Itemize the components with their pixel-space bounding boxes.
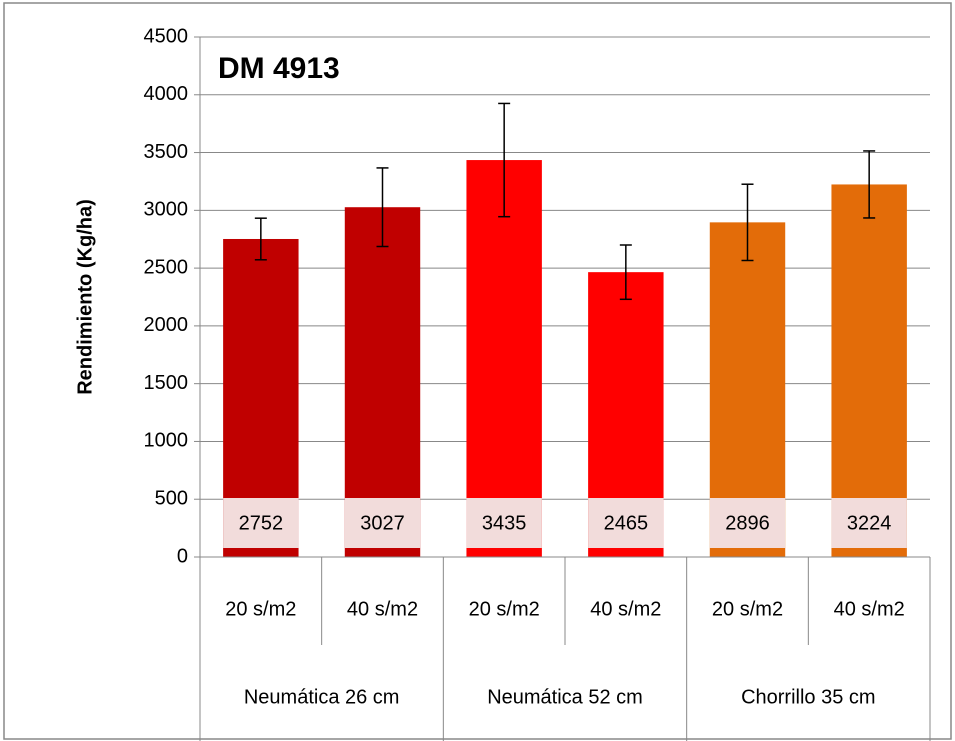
y-tick-label: 2000 <box>144 314 189 336</box>
y-tick-label: 1000 <box>144 430 189 452</box>
y-tick-label: 3500 <box>144 141 189 163</box>
y-tick-label: 4000 <box>144 83 189 105</box>
x-tick-label: 20 s/m2 <box>712 598 783 620</box>
x-tick-label: 40 s/m2 <box>347 598 418 620</box>
x-tick-label: 40 s/m2 <box>834 598 905 620</box>
data-label: 2752 <box>239 512 284 534</box>
x-tick-label: 40 s/m2 <box>590 598 661 620</box>
y-tick-label: 3000 <box>144 199 189 221</box>
group-label: Neumática 26 cm <box>244 686 400 708</box>
data-label: 2896 <box>725 512 770 534</box>
group-label: Neumática 52 cm <box>487 686 643 708</box>
chart-title: DM 4913 <box>218 52 340 85</box>
y-tick-label: 0 <box>177 545 188 567</box>
x-tick-label: 20 s/m2 <box>469 598 540 620</box>
data-label-box <box>588 498 664 548</box>
group-label: Chorrillo 35 cm <box>741 686 875 708</box>
data-label: 2465 <box>604 512 649 534</box>
x-tick-label: 20 s/m2 <box>225 598 296 620</box>
data-label: 3027 <box>360 512 405 534</box>
y-tick-label: 2500 <box>144 256 189 278</box>
data-label-box <box>466 498 542 548</box>
data-label-box <box>223 498 299 548</box>
y-axis-label: Rendimiento (Kg/ha) <box>74 199 96 395</box>
data-label: 3435 <box>482 512 527 534</box>
data-label-box <box>344 498 421 548</box>
y-tick-label: 500 <box>155 488 188 510</box>
bar <box>466 160 542 558</box>
data-label: 3224 <box>847 512 892 534</box>
y-tick-label: 1500 <box>144 372 189 394</box>
data-label-box <box>709 498 786 548</box>
data-label-box <box>831 498 907 548</box>
y-tick-label: 4500 <box>144 25 189 47</box>
bar <box>831 184 907 557</box>
